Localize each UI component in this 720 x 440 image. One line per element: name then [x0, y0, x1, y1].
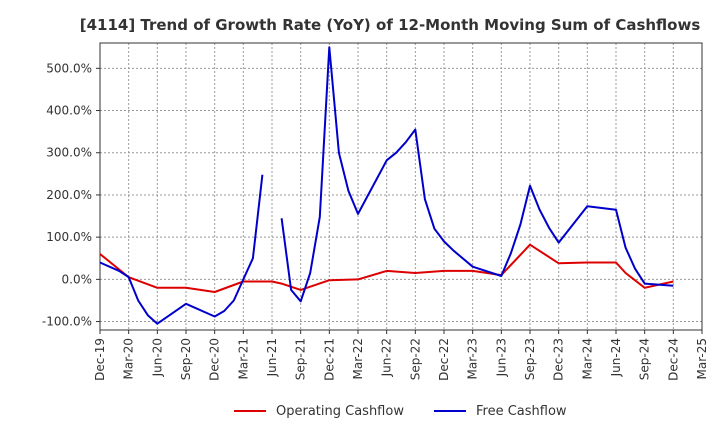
series [99, 46, 674, 325]
x-tick-label: Jun-23 [494, 338, 508, 377]
x-tick-label: Mar-23 [466, 338, 480, 379]
x-tick-label: Jun-22 [380, 338, 394, 377]
x-tick-label: Mar-25 [695, 338, 709, 379]
x-tick-label: Sep-22 [408, 338, 422, 380]
y-tick-label: 400.0% [46, 104, 92, 118]
x-tick-label: Jun-21 [265, 338, 279, 377]
plot-frame [99, 42, 703, 331]
x-tick-label: Sep-21 [294, 338, 308, 380]
x-tick-label: Sep-24 [638, 338, 652, 380]
legend-label-free-cashflow: Free Cashflow [476, 404, 567, 419]
x-tick-label: Dec-19 [93, 338, 107, 381]
x-tick-label: Jun-20 [150, 338, 164, 377]
x-tick-label: Jun-24 [609, 338, 623, 377]
x-axis: Dec-19 Mar-20 Jun-20 Sep-20 Dec-20 Mar-21 Jun-… [93, 330, 709, 381]
x-tick-label: Dec-22 [437, 338, 451, 381]
series-line-free-cashflow [280, 46, 674, 303]
x-tick-label: Sep-23 [523, 338, 537, 380]
y-tick-label: 100.0% [46, 230, 92, 244]
y-tick-label: -100.0% [42, 315, 92, 329]
y-tick-label: 0.0% [62, 272, 93, 286]
x-tick-label: Sep-20 [179, 338, 193, 380]
series-line-free-cashflow [99, 174, 264, 325]
y-tick-label: 500.0% [46, 61, 92, 75]
y-tick-label: 300.0% [46, 146, 92, 160]
grid [99, 43, 703, 330]
y-axis: -100.0% 0.0% 100.0% 200.0% 300.0% 400.0% 500.0… [42, 61, 100, 329]
series-line-operating-cashflow [99, 243, 674, 293]
x-tick-label: Mar-22 [351, 338, 365, 379]
x-tick-label: Mar-20 [122, 338, 136, 379]
chart-title: [4114] Trend of Growth Rate (YoY) of 12-… [80, 16, 701, 34]
x-tick-label: Mar-21 [236, 338, 250, 379]
x-tick-label: Dec-23 [552, 338, 566, 381]
x-tick-label: Mar-24 [580, 338, 594, 379]
y-tick-label: 200.0% [46, 188, 92, 202]
x-tick-label: Dec-24 [666, 338, 680, 381]
legend: Operating Cashflow Free Cashflow [234, 404, 567, 419]
legend-label-operating-cashflow: Operating Cashflow [276, 404, 404, 419]
x-tick-label: Dec-20 [208, 338, 222, 381]
x-tick-label: Dec-21 [322, 338, 336, 381]
